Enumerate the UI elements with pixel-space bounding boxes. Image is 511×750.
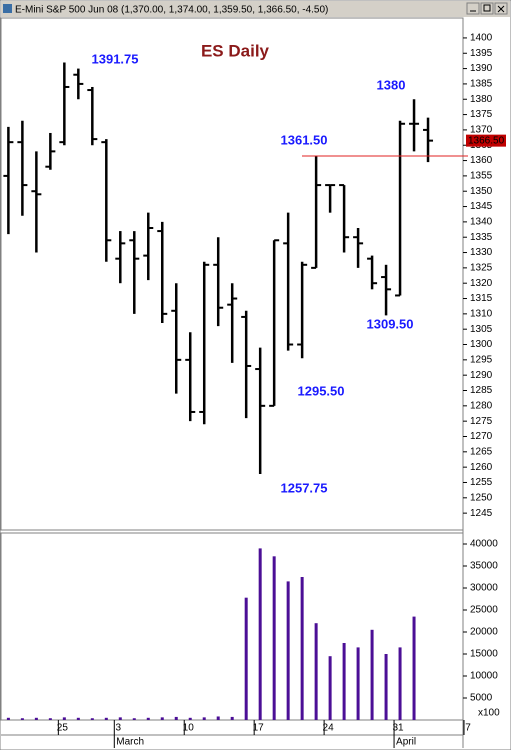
price-annotation: 1309.50 xyxy=(367,316,414,331)
y-tick-label: 1285 xyxy=(470,385,493,396)
y-tick-label: 1245 xyxy=(470,508,493,519)
last-price-flag xyxy=(466,134,506,147)
minimize-button[interactable] xyxy=(466,2,480,15)
volume-bar xyxy=(230,716,234,720)
chart-title: ES Daily xyxy=(201,41,270,60)
volume-bar xyxy=(118,717,122,720)
price-annotation: 1295.50 xyxy=(298,383,345,398)
y-tick-label: 1340 xyxy=(470,217,493,228)
y-tick-label: 40000 xyxy=(470,539,498,550)
title-bar xyxy=(1,1,510,17)
y-tick-label: 1290 xyxy=(470,370,493,381)
y-tick-label: 1325 xyxy=(470,263,493,274)
volume-bar xyxy=(412,616,416,720)
volume-bar xyxy=(384,654,388,720)
y-tick-label: 25000 xyxy=(470,605,498,616)
volume-bar xyxy=(34,717,38,720)
volume-bar xyxy=(314,623,318,720)
x-tick-label: 24 xyxy=(323,723,335,734)
x-tick-label: 3 xyxy=(116,723,122,734)
y-tick-label: 1275 xyxy=(470,416,493,427)
volume-bar xyxy=(370,629,374,720)
y-tick-label: 1330 xyxy=(470,247,493,258)
y-tick-label: 1370 xyxy=(470,125,493,136)
y-tick-label: 10000 xyxy=(470,671,498,682)
volume-bar xyxy=(272,556,276,720)
y-tick-label: 1320 xyxy=(470,278,493,289)
window-icon xyxy=(3,4,12,13)
window-title: E-Mini S&P 500 Jun 08 (1,370.00, 1,374.0… xyxy=(15,5,328,16)
volume-bar xyxy=(342,643,346,720)
y-tick-label: 1335 xyxy=(470,232,493,243)
volume-bar xyxy=(6,717,10,720)
y-tick-label: 1350 xyxy=(470,186,493,197)
volume-bar xyxy=(202,717,206,720)
y-tick-label: 1315 xyxy=(470,293,493,304)
maximize-button[interactable] xyxy=(480,2,494,15)
y-tick-label: 1270 xyxy=(470,431,493,442)
price-annotation: 1361.50 xyxy=(281,132,328,147)
price-annotation: 1380 xyxy=(377,77,406,92)
y-tick-label: 20000 xyxy=(470,627,498,638)
x-tick-label: 10 xyxy=(183,723,195,734)
volume-unit: x100 xyxy=(478,708,500,719)
price-annotation: 1257.75 xyxy=(281,480,328,495)
y-tick-label: 1250 xyxy=(470,492,493,503)
y-tick-label: 1310 xyxy=(470,308,493,319)
volume-bar xyxy=(104,717,108,720)
y-tick-label: 1375 xyxy=(470,109,493,120)
y-tick-label: 1355 xyxy=(470,171,493,182)
x-tick-label: 31 xyxy=(392,723,404,734)
y-tick-label: 1395 xyxy=(470,48,493,59)
volume-bar xyxy=(62,717,66,720)
volume-bar xyxy=(76,717,80,720)
last-price-label: 1366.50 xyxy=(468,135,505,146)
y-tick-label: 1385 xyxy=(470,79,493,90)
volume-bar xyxy=(160,717,164,720)
x-tick-label: 7 xyxy=(465,723,471,734)
y-tick-label: 35000 xyxy=(470,561,498,572)
volume-bar xyxy=(244,597,248,720)
x-tick-label: 17 xyxy=(253,723,265,734)
volume-bar xyxy=(48,718,52,720)
volume-bar xyxy=(356,647,360,720)
volume-bar xyxy=(258,548,262,720)
volume-bar xyxy=(286,581,290,720)
y-tick-label: 1400 xyxy=(470,33,493,44)
y-tick-label: 1345 xyxy=(470,201,493,212)
volume-bar xyxy=(132,718,136,720)
y-tick-label: 1265 xyxy=(470,446,493,457)
y-tick-label: 1280 xyxy=(470,400,493,411)
y-tick-label: 1295 xyxy=(470,354,493,365)
volume-bar xyxy=(216,716,220,720)
volume-bar xyxy=(188,717,192,720)
y-tick-label: 15000 xyxy=(470,649,498,660)
y-tick-label: 1360 xyxy=(470,155,493,166)
y-tick-label: 5000 xyxy=(470,693,493,704)
month-label: April xyxy=(396,737,416,748)
window-buttons[interactable] xyxy=(466,2,508,15)
y-tick-label: 1260 xyxy=(470,462,493,473)
close-icon xyxy=(497,5,505,13)
y-tick-label: 1390 xyxy=(470,63,493,74)
volume-bar xyxy=(20,718,24,720)
volume-bar xyxy=(328,656,332,720)
y-tick-label: 1380 xyxy=(470,94,493,105)
volume-bar xyxy=(174,716,178,720)
y-tick-label: 1305 xyxy=(470,324,493,335)
volume-bar xyxy=(146,717,150,720)
y-tick-label: 1255 xyxy=(470,477,493,488)
volume-bar xyxy=(300,577,304,720)
y-tick-label: 1300 xyxy=(470,339,493,350)
volume-bar xyxy=(90,718,94,720)
month-label: March xyxy=(116,737,144,748)
volume-bar xyxy=(398,647,402,720)
maximize-icon xyxy=(483,4,491,12)
x-tick-label: 25 xyxy=(57,723,69,734)
y-tick-label: 30000 xyxy=(470,583,498,594)
price-annotation: 1391.75 xyxy=(92,51,139,66)
